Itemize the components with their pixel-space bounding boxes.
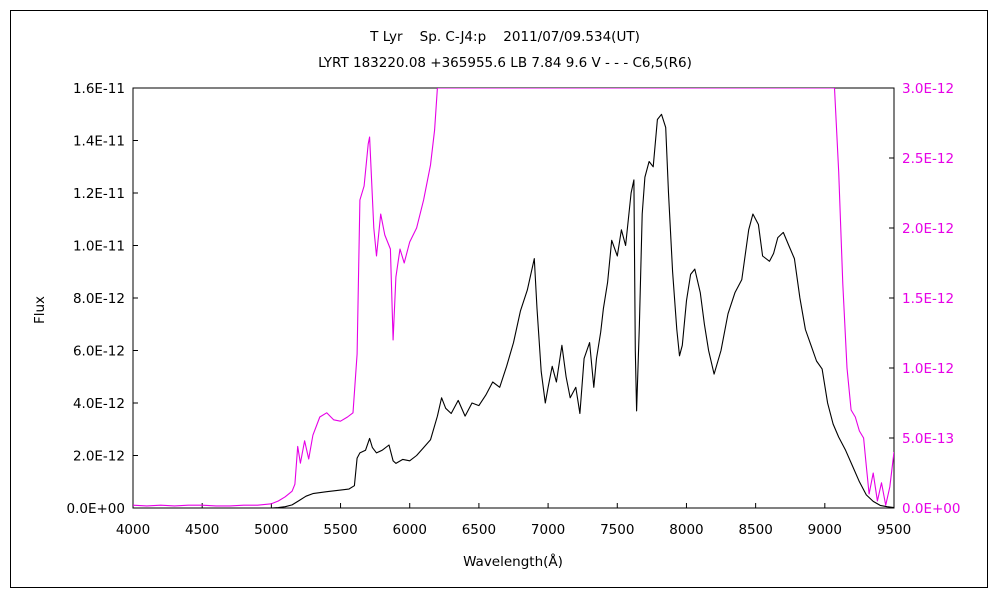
series-left-line xyxy=(271,113,894,508)
x-tick-label: 4500 xyxy=(185,522,219,538)
series-right-line xyxy=(133,88,894,507)
x-tick-label: 7000 xyxy=(531,522,565,538)
y-axis-right-ticks: 0.0E+00 5.0E-13 1.0E-12 1.5E-12 2.0E-12 2.5E-… xyxy=(889,81,961,517)
y-right-tick-label: 1.0E-12 xyxy=(902,361,954,377)
x-tick-label: 7500 xyxy=(600,522,634,538)
x-tick-label: 5000 xyxy=(254,522,288,538)
y-right-tick-label: 2.5E-12 xyxy=(902,151,954,167)
x-tick-label: 4000 xyxy=(116,522,150,538)
x-axis-ticks: 4000 4500 5000 5500 6000 6500 7000 7500 8000 8500… xyxy=(116,503,911,538)
plot-area xyxy=(132,87,895,509)
chart-subtitle: LYRT 183220.08 +365955.6 LB 7.84 9.6 V -… xyxy=(318,55,692,71)
y-right-tick-label: 3.0E-12 xyxy=(902,81,954,97)
y-axis-left-ticks: 0.0E+00 2.0E-12 4.0E-12 6.0E-12 8.0E-12 1.0E-… xyxy=(67,81,138,517)
series-group xyxy=(133,88,894,508)
y-left-tick-label: 1.2E-11 xyxy=(73,186,125,202)
x-tick-label: 6500 xyxy=(462,522,496,538)
y-left-tick-label: 1.0E-11 xyxy=(73,239,125,255)
x-tick-label: 5500 xyxy=(323,522,357,538)
y-right-tick-label: 5.0E-13 xyxy=(902,431,954,447)
y-axis-label: Flux xyxy=(32,296,48,324)
x-tick-label: 8000 xyxy=(669,522,703,538)
x-tick-label: 9000 xyxy=(808,522,842,538)
y-right-tick-label: 0.0E+00 xyxy=(902,501,961,517)
x-tick-label: 8500 xyxy=(738,522,772,538)
y-right-tick-label: 1.5E-12 xyxy=(902,291,954,307)
y-left-tick-label: 1.4E-11 xyxy=(73,134,125,150)
x-tick-label: 6000 xyxy=(393,522,427,538)
chart-frame xyxy=(10,10,988,588)
y-left-tick-label: 8.0E-12 xyxy=(73,291,125,307)
y-left-tick-label: 2.0E-12 xyxy=(73,449,125,465)
chart-title: T Lyr Sp. C-J4:p 2011/07/09.534(UT) xyxy=(369,29,640,45)
y-right-tick-label: 2.0E-12 xyxy=(902,221,954,237)
x-axis-label: Wavelength(Å) xyxy=(463,553,563,570)
y-left-tick-label: 1.6E-11 xyxy=(73,81,125,97)
y-left-tick-label: 0.0E+00 xyxy=(67,501,126,517)
y-left-tick-label: 6.0E-12 xyxy=(73,344,125,360)
x-tick-label: 9500 xyxy=(877,522,911,538)
y-left-tick-label: 4.0E-12 xyxy=(73,396,125,412)
